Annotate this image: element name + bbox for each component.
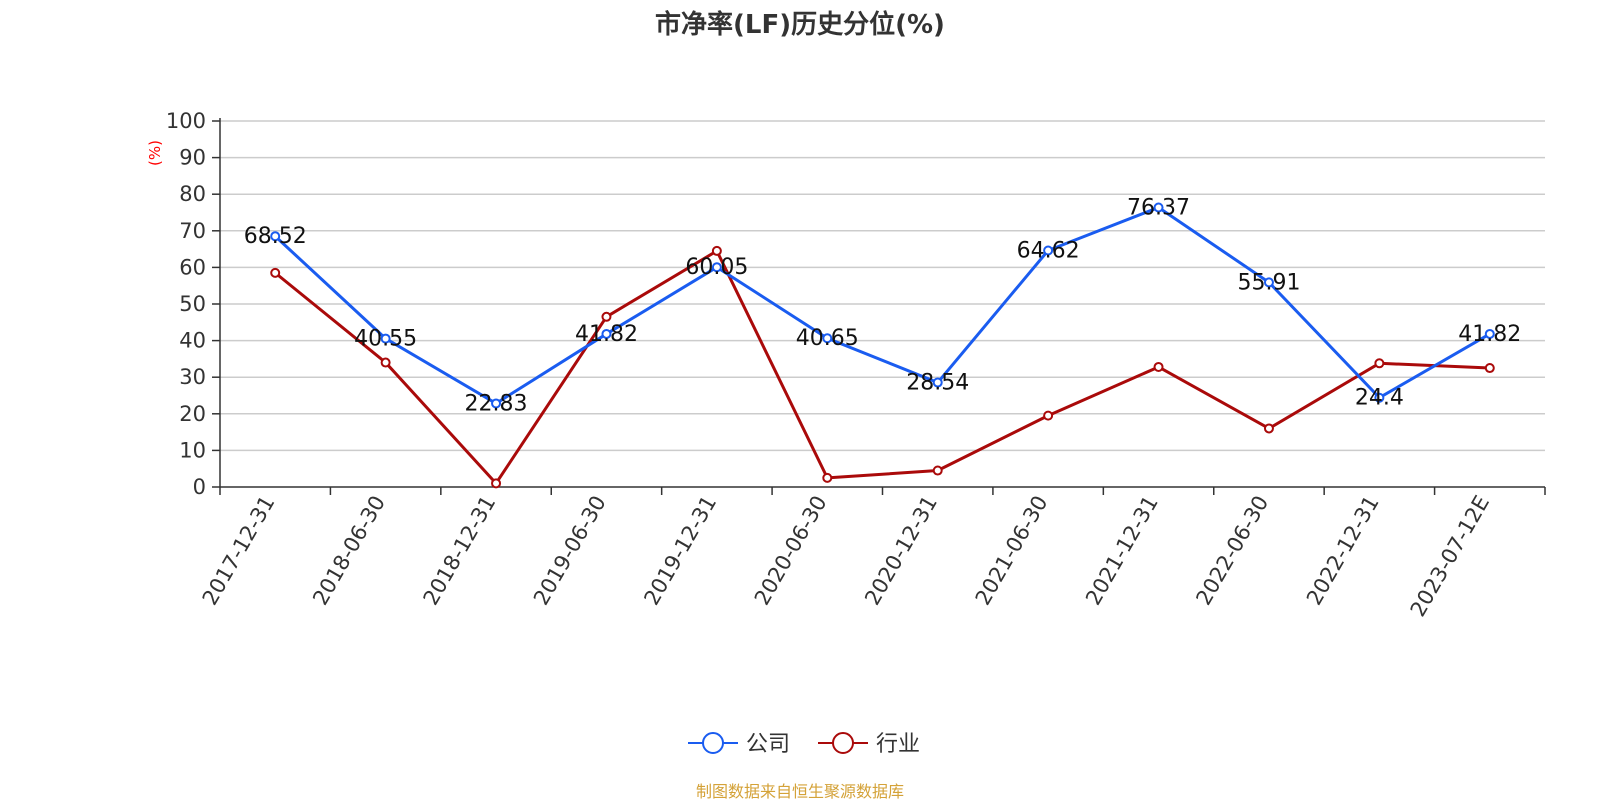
legend-label: 公司: [746, 732, 790, 757]
x-tick-label: 2019-06-30: [529, 492, 611, 610]
data-point: [711, 262, 722, 273]
data-labels: 68.52 40.55 22.83 41.82 60.05 40.65 28.54 64.62…: [244, 195, 1522, 416]
data-point: [270, 267, 281, 278]
chart-title: 市净率(LF)历史分位(%): [655, 10, 945, 40]
axes: 0 10 20 30 40 50 60 70 80 90 100 2017-12-31 2018-06-…: [166, 109, 1546, 621]
y-tick-label: 70: [179, 219, 206, 243]
data-point: [380, 333, 391, 344]
x-tick-label: 2017-12-31: [198, 492, 280, 610]
data-label: 28.54: [906, 371, 969, 396]
y-tick-label: 40: [179, 329, 206, 353]
data-label: 40.55: [354, 327, 417, 352]
data-label: 64.62: [1017, 238, 1080, 263]
data-label: 41.82: [575, 322, 638, 347]
data-label: 68.52: [244, 224, 307, 249]
y-axis-unit-label: (%): [146, 140, 164, 166]
x-tick-label: 2022-06-30: [1191, 492, 1273, 610]
x-tick-label: 2021-12-31: [1081, 492, 1163, 610]
legend-swatch-marker: [832, 732, 854, 754]
x-tick-label: 2018-12-31: [419, 491, 501, 609]
data-point: [1263, 423, 1274, 434]
legend: 公司 行业: [688, 732, 920, 757]
series-line: [274, 249, 1490, 485]
y-tick-label: 60: [179, 255, 206, 279]
grid-lines: [220, 120, 1545, 452]
x-tick-label: 2020-06-30: [750, 492, 832, 610]
data-label: 60.05: [685, 255, 748, 280]
data-label: 55.91: [1237, 270, 1300, 295]
series-line: [274, 205, 1491, 405]
y-tick-label: 30: [179, 365, 206, 389]
x-tick-label: 2019-12-31: [639, 492, 721, 610]
data-point: [1153, 202, 1164, 213]
data-point: [932, 377, 943, 388]
data-point: [601, 328, 612, 339]
legend-swatch-marker: [702, 732, 724, 754]
data-label: 40.65: [796, 326, 859, 351]
data-point: [1043, 410, 1054, 421]
data-point: [491, 398, 502, 409]
data-label: 76.37: [1127, 195, 1190, 220]
y-tick-label: 10: [179, 438, 206, 462]
y-tick-label: 20: [179, 402, 206, 426]
data-point: [491, 478, 502, 489]
x-tick-label: 2018-06-30: [308, 492, 390, 610]
data-point: [1043, 245, 1054, 256]
data-label: 24.4: [1355, 386, 1404, 411]
source-note: 制图数据来自恒生聚源数据库: [695, 782, 904, 801]
data-point: [711, 245, 722, 256]
x-tick-label: 2022-12-31: [1302, 492, 1384, 610]
y-tick-label: 0: [193, 475, 206, 499]
data-point: [270, 231, 281, 242]
series-lines: [270, 202, 1495, 489]
data-label: 41.82: [1458, 322, 1521, 347]
y-tick-label: 80: [179, 182, 206, 206]
x-tick-label: 2021-06-30: [971, 492, 1053, 610]
data-point: [1374, 358, 1385, 369]
y-tick-label: 90: [179, 146, 206, 170]
y-tick-label: 100: [166, 109, 206, 133]
x-tick-label: 2020-12-31: [860, 491, 942, 609]
data-point: [380, 357, 391, 368]
legend-label: 行业: [876, 732, 920, 757]
data-point: [822, 333, 833, 344]
data-point: [1153, 361, 1164, 372]
data-point: [1484, 328, 1495, 339]
y-tick-label: 50: [179, 292, 206, 316]
x-tick-label: 2023-07-12E: [1406, 492, 1494, 621]
data-point: [1374, 392, 1385, 403]
data-label: 22.83: [465, 391, 528, 416]
data-point: [932, 465, 943, 476]
data-point: [601, 311, 612, 322]
data-point: [1263, 277, 1274, 288]
data-point: [1484, 363, 1495, 374]
data-point: [822, 472, 833, 483]
